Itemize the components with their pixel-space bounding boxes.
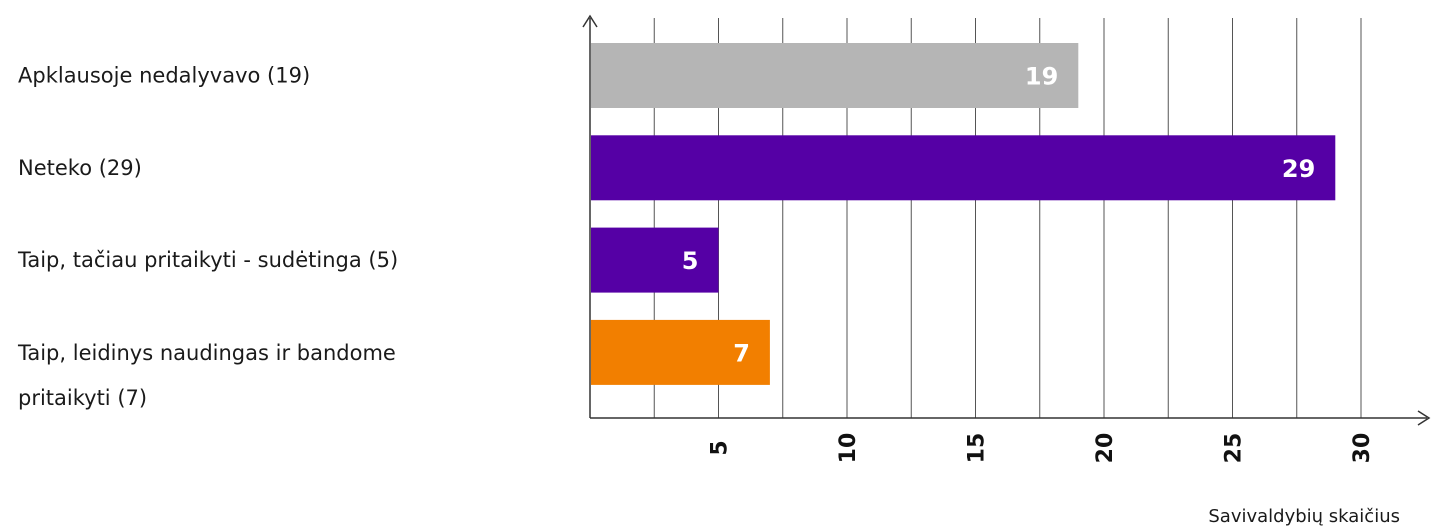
x-tick-label: 25	[1222, 433, 1247, 464]
bar	[591, 319, 770, 385]
category-label: Neteko (29)	[18, 156, 142, 180]
bar-value-label: 19	[1025, 63, 1058, 91]
x-tick-label: 15	[965, 433, 990, 464]
bar	[591, 227, 719, 293]
bar	[591, 135, 1336, 201]
x-tick-label: 10	[836, 433, 861, 464]
axes	[582, 14, 1431, 426]
x-tick-label: 20	[1093, 433, 1118, 464]
category-label: Taip, leidinys naudingas ir bandome prita…	[17, 341, 396, 410]
x-axis-title: Savivaldybių skaičius	[1208, 506, 1400, 527]
x-tick-label: 30	[1350, 433, 1375, 464]
x-tick-labels: 5 10 15 20 25 30	[708, 433, 1376, 464]
category-label: Taip, tačiau pritaikyti - sudėtinga (5)	[17, 248, 398, 272]
bar	[591, 43, 1079, 108]
y-axis-arrow	[582, 14, 598, 28]
category-labels: Apklausoje nedalyvavo (19) Neteko (29) Tai…	[17, 64, 398, 411]
x-axis-arrow	[1417, 410, 1431, 426]
bar-value-label: 29	[1282, 155, 1315, 183]
bar-value-label: 7	[733, 339, 750, 367]
x-tick-label: 5	[708, 440, 733, 455]
category-label: Apklausoje nedalyvavo (19)	[18, 64, 310, 88]
bars: 19 29 5 7	[591, 43, 1336, 385]
bar-value-label: 5	[682, 247, 699, 275]
